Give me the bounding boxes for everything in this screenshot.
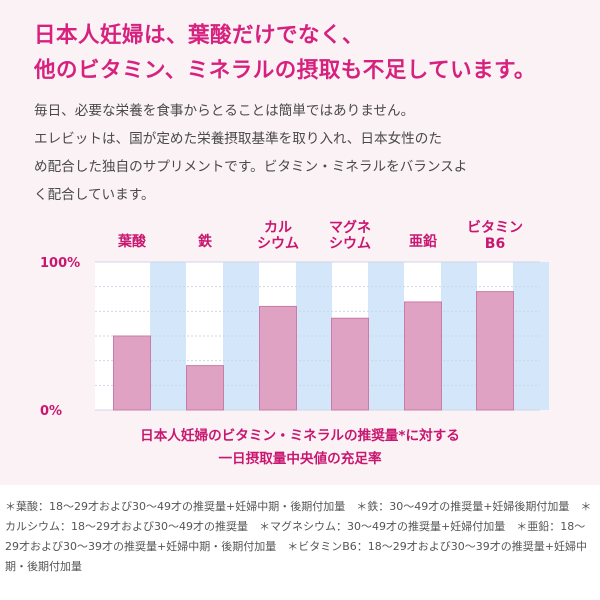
category-label: カルシウム	[257, 220, 299, 252]
description-line-2: エレビットは、国が定めた栄養摂取基準を取り入れ、日本女性のた	[34, 131, 442, 147]
description-line-1: 毎日、必要な栄養を食事からとることは簡単ではありません。	[34, 103, 415, 119]
y-tick-label: 0%	[40, 404, 62, 419]
y-tick-label: 100%	[40, 256, 80, 271]
headline-line-2: 他のビタミン、ミネラルの摂取も不足しています。	[34, 58, 536, 83]
category-label: ビタミン B6	[467, 220, 523, 252]
footnote: ＊葉酸：18〜29才および30〜49才の推奨量+妊婦中期・後期付加量 ＊鉄：30…	[5, 500, 592, 573]
bar	[259, 305, 297, 411]
headline: 日本人妊婦は、葉酸だけでなく、 他のビタミン、ミネラルの摂取も不足しています。	[34, 18, 594, 88]
description-line-4: く配合しています。	[34, 187, 155, 203]
description: 毎日、必要な栄養を食事からとることは簡単ではありません。 エレビットは、国が定め…	[34, 97, 579, 209]
category-label: 葉酸	[117, 233, 147, 250]
column-stripe	[296, 262, 332, 410]
category-label: マグネシウム	[329, 219, 371, 252]
category-label: 亜鉛	[409, 233, 437, 250]
bar	[476, 291, 514, 411]
bar	[113, 335, 151, 411]
chart-caption-line-2: 一日摂取量中央値の充足率	[218, 451, 382, 467]
column-stripe	[368, 262, 404, 410]
description-line-3: め配合した独自のサプリメントです。ビタミン・ミネラルをバランスよ	[34, 159, 468, 175]
bar	[404, 301, 442, 411]
chart-caption: 日本人妊婦のビタミン・ミネラルの推奨量*に対する 一日摂取量中央値の充足率	[0, 425, 600, 471]
bar	[186, 365, 224, 411]
category-label: 鉄	[198, 233, 213, 250]
bar	[331, 317, 369, 411]
chart-caption-line-1: 日本人妊婦のビタミン・ミネラルの推奨量*に対する	[140, 428, 460, 444]
headline-line-1: 日本人妊婦は、葉酸だけでなく、	[34, 23, 365, 48]
